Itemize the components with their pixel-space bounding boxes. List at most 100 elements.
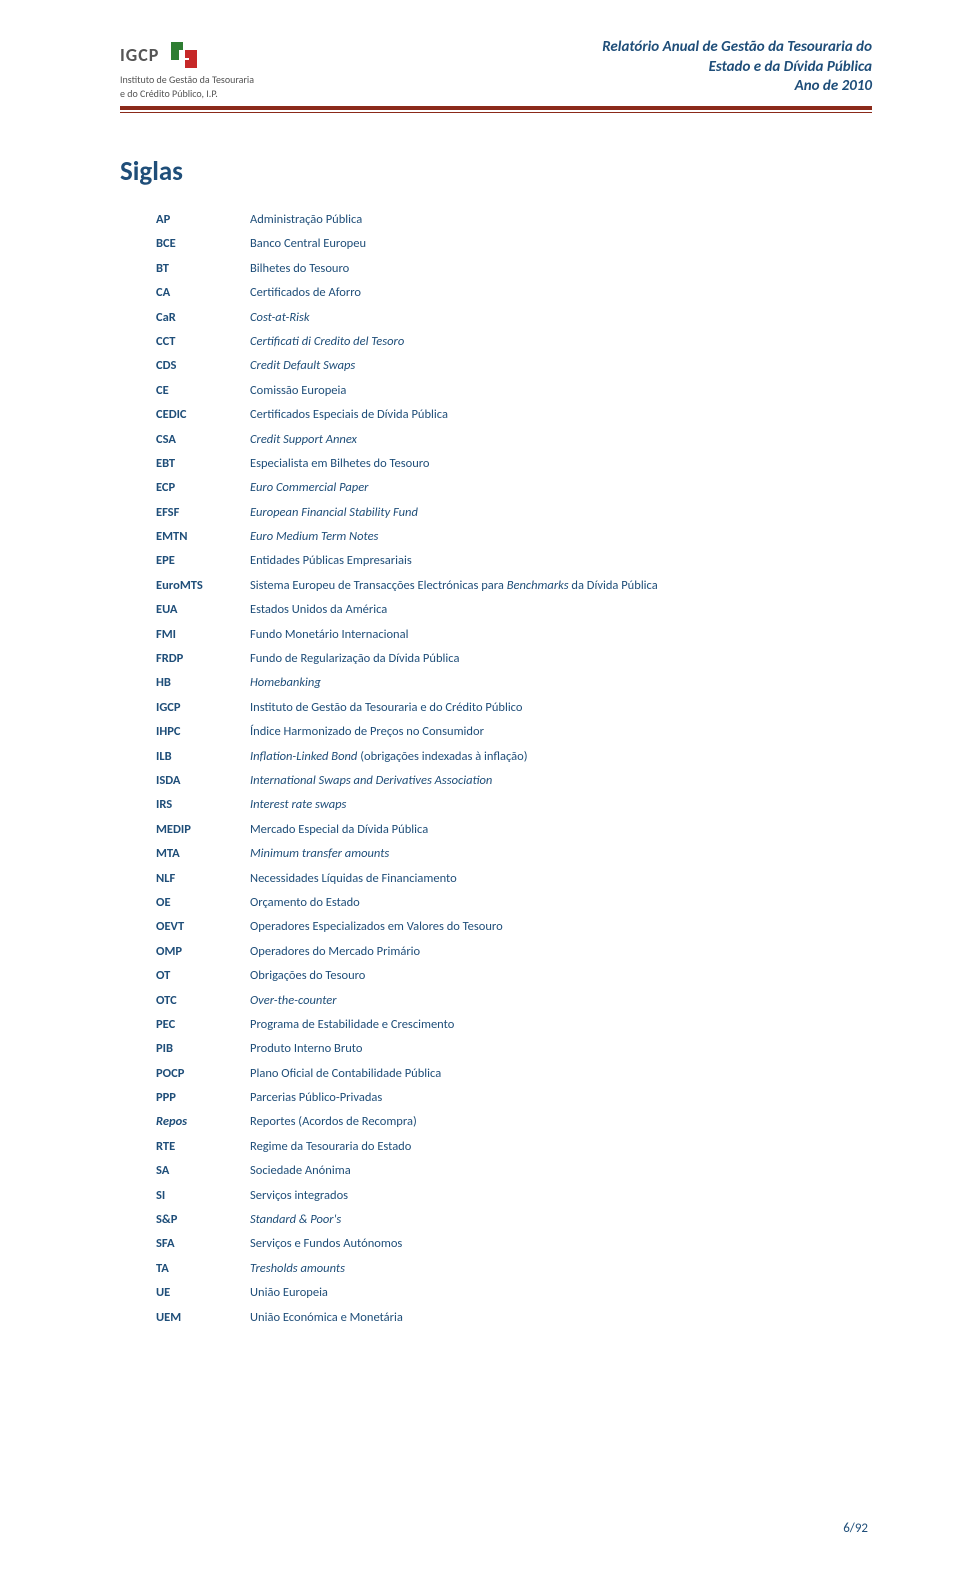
sigla-abbr: ISDA xyxy=(156,773,250,788)
sigla-abbr: OE xyxy=(156,895,250,910)
sigla-description: Plano Oficial de Contabilidade Pública xyxy=(250,1066,872,1081)
sigla-description: Administração Pública xyxy=(250,212,872,227)
sigla-description: Especialista em Bilhetes do Tesouro xyxy=(250,456,872,471)
sigla-abbr: ECP xyxy=(156,480,250,495)
sigla-description: Interest rate swaps xyxy=(250,797,872,812)
sigla-description: Credit Default Swaps xyxy=(250,358,872,373)
sigla-row: EuroMTSSistema Europeu de Transacções El… xyxy=(156,578,872,593)
sigla-abbr: BCE xyxy=(156,236,250,251)
sigla-row: OEVTOperadores Especializados em Valores… xyxy=(156,919,872,934)
report-title-line1: Relatório Anual de Gestão da Tesouraria … xyxy=(602,38,872,58)
sigla-abbr: SFA xyxy=(156,1236,250,1251)
sigla-abbr: OT xyxy=(156,968,250,983)
sigla-description: Cost-at-Risk xyxy=(250,310,872,325)
header-rule-thin xyxy=(120,112,872,113)
sigla-row: EUAEstados Unidos da América xyxy=(156,602,872,617)
sigla-row: MEDIPMercado Especial da Dívida Pública xyxy=(156,822,872,837)
sigla-row: UEUnião Europeia xyxy=(156,1285,872,1300)
sigla-abbr: S&P xyxy=(156,1212,250,1227)
sigla-row: CACertificados de Aforro xyxy=(156,285,872,300)
sigla-row: OTObrigações do Tesouro xyxy=(156,968,872,983)
sigla-abbr: TA xyxy=(156,1261,250,1276)
sigla-description: Reportes (Acordos de Recompra) xyxy=(250,1114,872,1129)
sigla-row: POCPPlano Oficial de Contabilidade Públi… xyxy=(156,1066,872,1081)
sigla-abbr: ILB xyxy=(156,749,250,764)
sigla-row: PECPrograma de Estabilidade e Cresciment… xyxy=(156,1017,872,1032)
sigla-abbr: NLF xyxy=(156,871,250,886)
sigla-description: Bilhetes do Tesouro xyxy=(250,261,872,276)
sigla-abbr: EBT xyxy=(156,456,250,471)
sigla-row: EPEEntidades Públicas Empresariais xyxy=(156,553,872,568)
sigla-abbr: CA xyxy=(156,285,250,300)
sigla-row: FRDPFundo de Regularização da Dívida Púb… xyxy=(156,651,872,666)
sigla-row: CEDICCertificados Especiais de Dívida Pú… xyxy=(156,407,872,422)
sigla-description: European Financial Stability Fund xyxy=(250,505,872,520)
sigla-description: Fundo Monetário Internacional xyxy=(250,627,872,642)
sigla-abbr: IGCP xyxy=(156,700,250,715)
sigla-abbr: MTA xyxy=(156,846,250,861)
sigla-row: APAdministração Pública xyxy=(156,212,872,227)
sigla-description: Minimum transfer amounts xyxy=(250,846,872,861)
sigla-row: SASociedade Anónima xyxy=(156,1163,872,1178)
sigla-row: FMIFundo Monetário Internacional xyxy=(156,627,872,642)
sigla-row: MTAMinimum transfer amounts xyxy=(156,846,872,861)
sigla-description: Estados Unidos da América xyxy=(250,602,872,617)
sigla-description: União Económica e Monetária xyxy=(250,1310,872,1325)
sigla-abbr: EuroMTS xyxy=(156,578,250,593)
sigla-abbr: EFSF xyxy=(156,505,250,520)
sigla-abbr: AP xyxy=(156,212,250,227)
sigla-row: BCEBanco Central Europeu xyxy=(156,236,872,251)
report-title-block: Relatório Anual de Gestão da Tesouraria … xyxy=(602,38,872,97)
sigla-abbr: CDS xyxy=(156,358,250,373)
sigla-row: PPPParcerias Público-Privadas xyxy=(156,1090,872,1105)
sigla-row: CEComissão Europeia xyxy=(156,383,872,398)
sigla-abbr: EMTN xyxy=(156,529,250,544)
header-rule xyxy=(120,106,872,113)
sigla-abbr: SA xyxy=(156,1163,250,1178)
sigla-description: Parcerias Público-Privadas xyxy=(250,1090,872,1105)
sigla-row: CSACredit Support Annex xyxy=(156,432,872,447)
sigla-row: IGCPInstituto de Gestão da Tesouraria e … xyxy=(156,700,872,715)
sigla-description: União Europeia xyxy=(250,1285,872,1300)
sigla-row: OMPOperadores do Mercado Primário xyxy=(156,944,872,959)
sigla-description: Credit Support Annex xyxy=(250,432,872,447)
sigla-description: Standard & Poor's xyxy=(250,1212,872,1227)
sigla-abbr: SI xyxy=(156,1188,250,1203)
sigla-row: RTERegime da Tesouraria do Estado xyxy=(156,1139,872,1154)
sigla-description: International Swaps and Derivatives Asso… xyxy=(250,773,872,788)
sigla-row: CCTCertificati di Credito del Tesoro xyxy=(156,334,872,349)
sigla-abbr: POCP xyxy=(156,1066,250,1081)
sigla-description: Sociedade Anónima xyxy=(250,1163,872,1178)
sigla-description: Programa de Estabilidade e Crescimento xyxy=(250,1017,872,1032)
sigla-description: Serviços e Fundos Autónomos xyxy=(250,1236,872,1251)
page-heading: Siglas xyxy=(120,155,872,188)
sigla-row: OTCOver-the-counter xyxy=(156,993,872,1008)
sigla-row: UEMUnião Económica e Monetária xyxy=(156,1310,872,1325)
sigla-row: HBHomebanking xyxy=(156,675,872,690)
sigla-abbr: PEC xyxy=(156,1017,250,1032)
page-footer: 6/92 xyxy=(843,1521,868,1536)
sigla-description: Mercado Especial da Dívida Pública xyxy=(250,822,872,837)
sigla-description: Banco Central Europeu xyxy=(250,236,872,251)
sigla-description: Over-the-counter xyxy=(250,993,872,1008)
sigla-abbr: CSA xyxy=(156,432,250,447)
sigla-row: EBTEspecialista em Bilhetes do Tesouro xyxy=(156,456,872,471)
sigla-row: ReposReportes (Acordos de Recompra) xyxy=(156,1114,872,1129)
logo-subtitle-line1: Instituto de Gestão da Tesouraria xyxy=(120,74,254,86)
sigla-abbr: UEM xyxy=(156,1310,250,1325)
sigla-description: Fundo de Regularização da Dívida Pública xyxy=(250,651,872,666)
page: IGCP Instituto de Gestão da Tesouraria e… xyxy=(0,0,960,1384)
sigla-row: ISDAInternational Swaps and Derivatives … xyxy=(156,773,872,788)
sigla-description: Euro Commercial Paper xyxy=(250,480,872,495)
sigla-abbr: IHPC xyxy=(156,724,250,739)
sigla-description: Homebanking xyxy=(250,675,872,690)
report-title-line3: Ano de 2010 xyxy=(602,77,872,97)
logo-subtitle-line2: e do Crédito Público, I.P. xyxy=(120,88,254,100)
sigla-abbr: MEDIP xyxy=(156,822,250,837)
sigla-row: EFSFEuropean Financial Stability Fund xyxy=(156,505,872,520)
sigla-abbr: CCT xyxy=(156,334,250,349)
sigla-description: Índice Harmonizado de Preços no Consumid… xyxy=(250,724,872,739)
sigla-description: Tresholds amounts xyxy=(250,1261,872,1276)
sigla-description: Serviços integrados xyxy=(250,1188,872,1203)
sigla-abbr: PIB xyxy=(156,1041,250,1056)
